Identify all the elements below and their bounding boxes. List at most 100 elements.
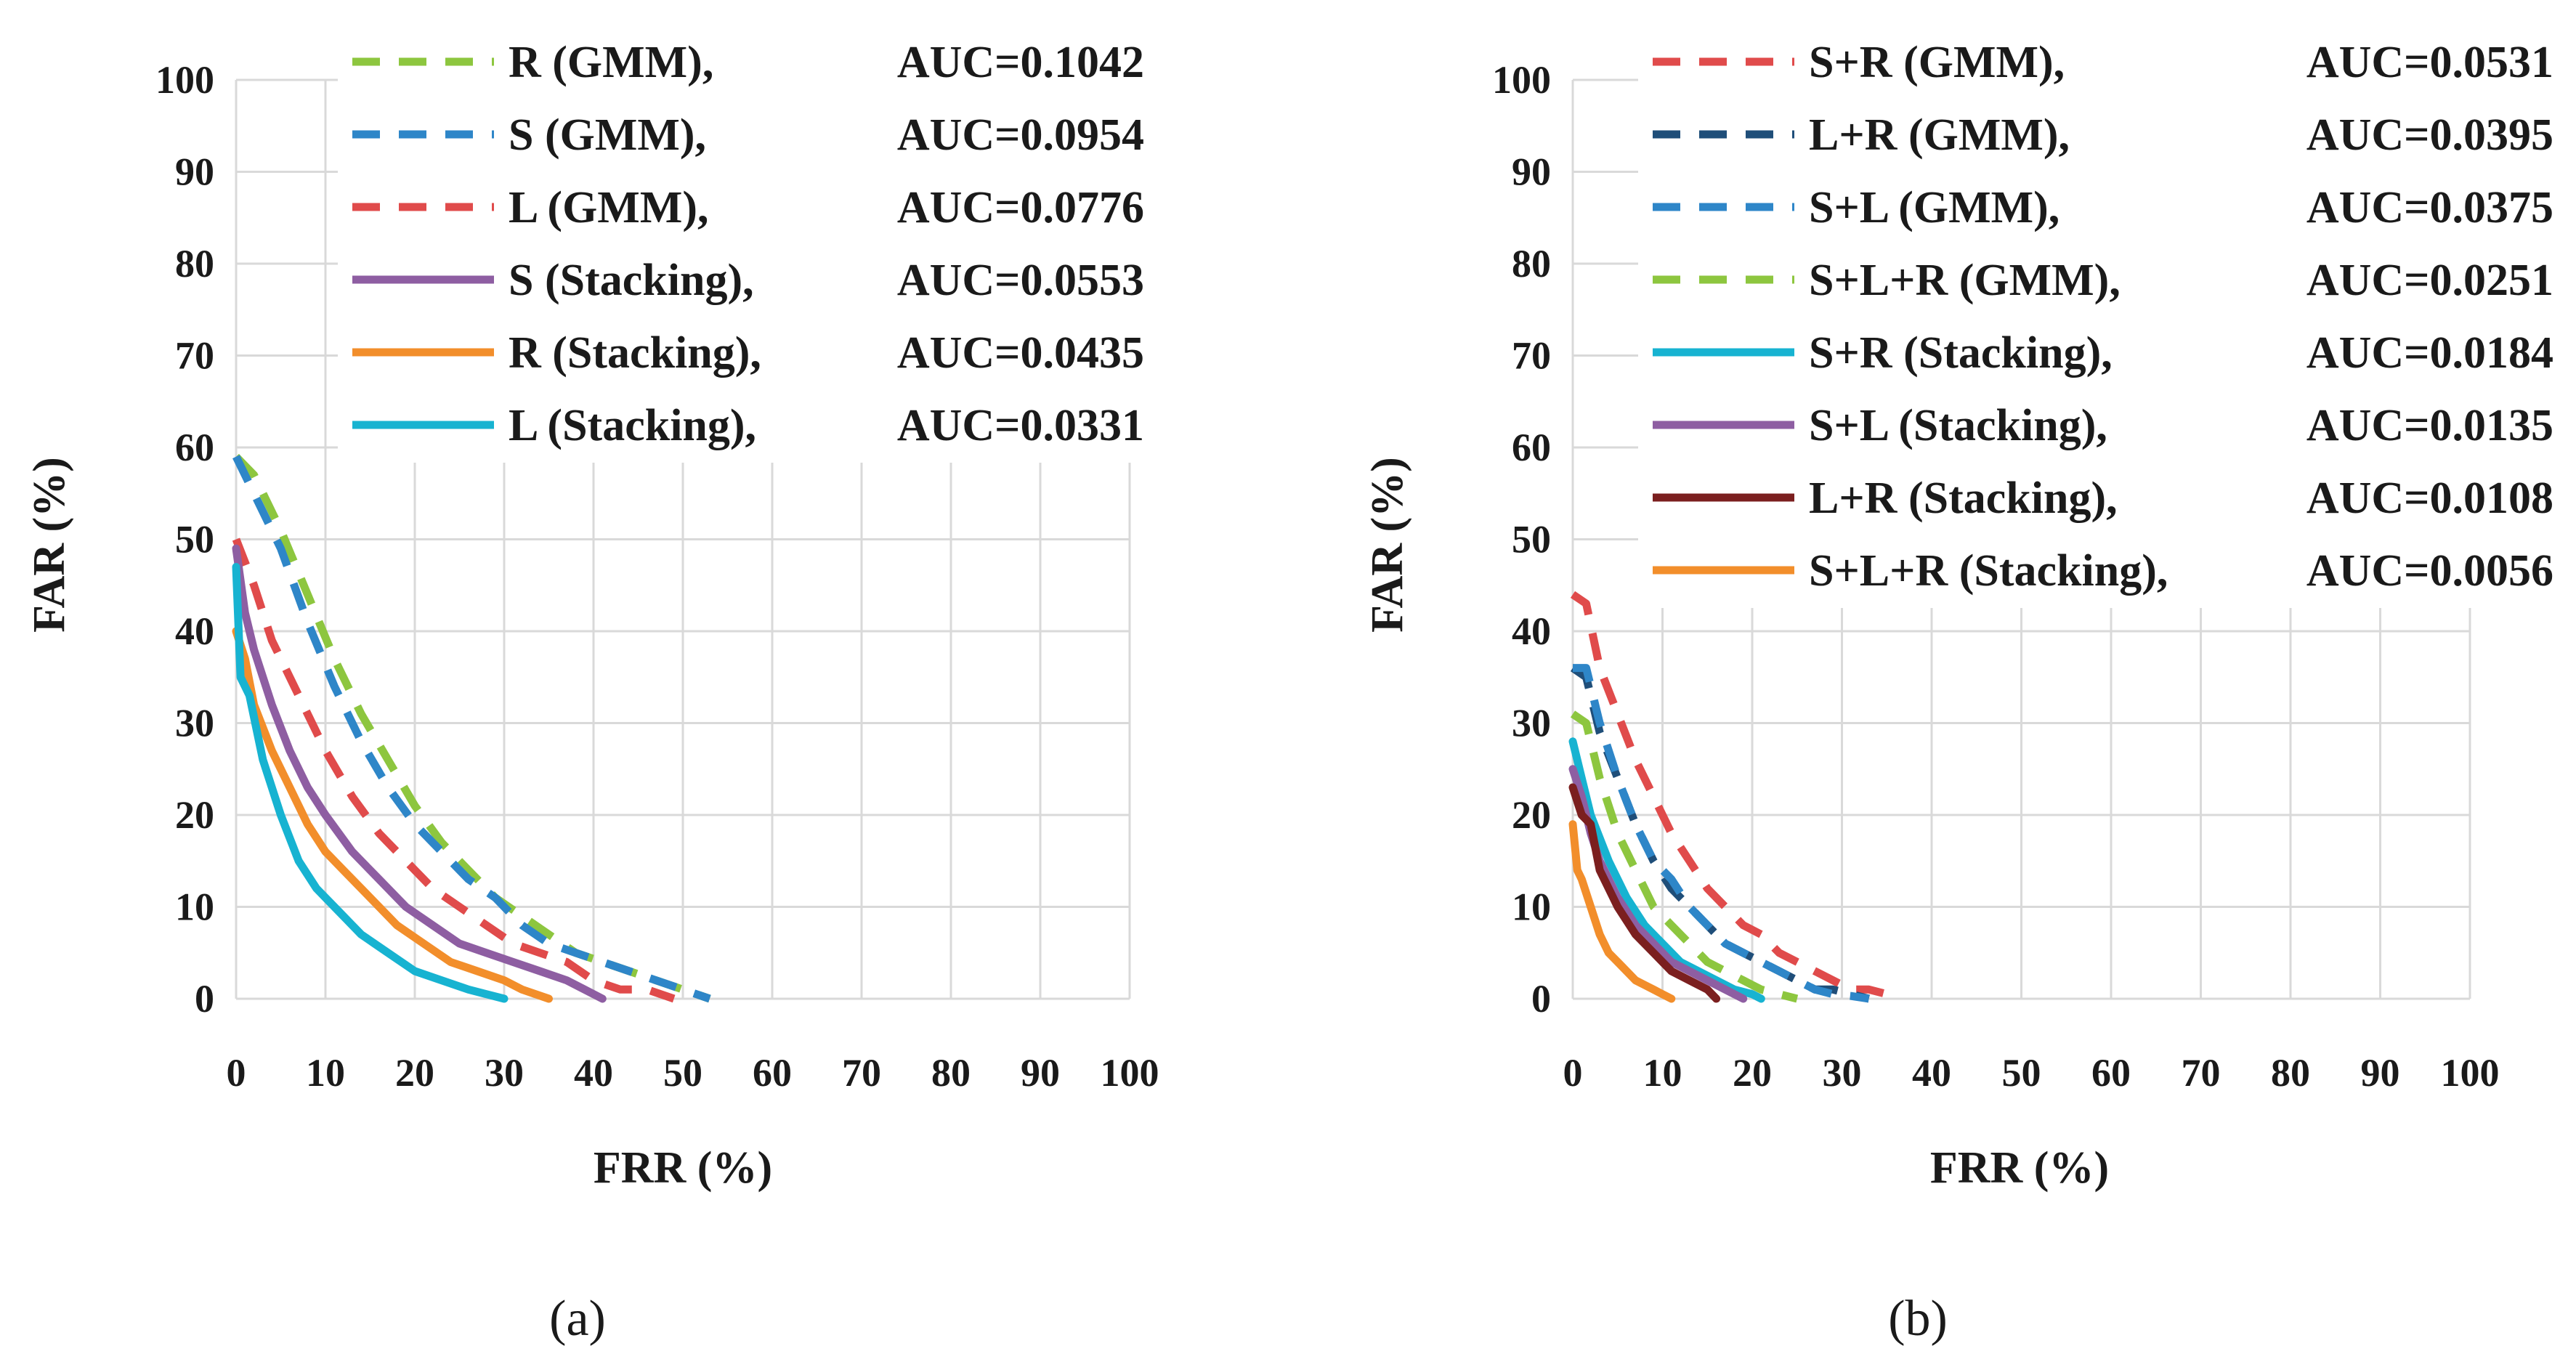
series-line-3 [1570,710,1799,1003]
legend-auc-1: AUC=0.0954 [897,110,1144,160]
x-tick-label: 80 [2271,1051,2310,1095]
legend-label-3: S+L+R (GMM), [1809,256,2121,305]
y-tick-label: 40 [1512,609,1551,653]
series-line-1 [1570,665,1870,1003]
legend-auc-7: AUC=0.0056 [2306,546,2553,596]
axes-a: 0 10 20 30 40 50 60 70 80 90 100 0 10 20 30 40 50 60 70 80 9… [155,58,1159,1095]
series-line-3 [232,544,607,1003]
series-line-4 [232,627,553,1003]
y-tick-label: 90 [1512,150,1551,194]
legend-a: R (GMM), AUC=0.1042 S (GMM), AUC=0.0954 L (G… [338,27,1151,463]
series-line-2 [232,538,676,1003]
legend-auc-6: AUC=0.0108 [2306,474,2553,523]
y-tick-label: 60 [175,426,214,469]
legend-label-4: S+R (Stacking), [1809,328,2113,378]
x-tick-label: 50 [2002,1051,2041,1095]
x-tick-label: 80 [931,1051,971,1095]
legend-auc-2: AUC=0.0776 [897,183,1144,232]
x-tick-label: 60 [753,1051,792,1095]
x-tick-label: 10 [306,1051,345,1095]
y-tick-label: 100 [1492,58,1551,102]
panel-tag-b: (b) [1888,1291,1948,1347]
panel-b: 0 10 20 30 40 50 60 70 80 90 100 0 10 20 30 40 50 60 70 80 9… [1363,27,2561,1347]
y-tick-label: 30 [175,702,214,745]
x-tick-label: 0 [1563,1051,1583,1095]
legend-auc-0: AUC=0.1042 [897,38,1144,87]
y-tick-label: 70 [1512,334,1551,378]
y-tick-label: 20 [175,793,214,837]
x-tick-label: 30 [1823,1051,1862,1095]
y-tick-label: 100 [155,58,214,102]
y-tick-label: 20 [1512,793,1551,837]
x-tick-label: 60 [2091,1051,2131,1095]
series-line-7 [1568,820,1676,1003]
legend-auc-2: AUC=0.0375 [2306,183,2553,232]
x-tick-label: 40 [1912,1051,1951,1095]
legend-label-7: S+L+R (Stacking), [1809,546,2168,596]
legend-bg [338,172,1151,245]
x-tick-label: 20 [395,1051,434,1095]
x-axis-label-b: FRR (%) [1930,1143,2109,1193]
y-tick-label: 90 [175,150,214,194]
y-tick-label: 80 [1512,242,1551,285]
series-b [1568,591,1898,1003]
series-line-0 [1570,591,1898,1002]
legend-bg [1638,27,2561,100]
x-tick-label: 10 [1643,1051,1682,1095]
x-tick-label: 70 [2182,1051,2221,1095]
legend-label-0: R (GMM), [509,38,713,87]
y-tick-label: 0 [195,977,214,1021]
legend-auc-5: AUC=0.0331 [897,401,1144,450]
x-tick-label: 100 [2441,1051,2500,1095]
y-tick-label: 0 [1531,977,1551,1021]
panel-a: 0 10 20 30 40 50 60 70 80 90 100 0 10 20 30 40 50 60 70 80 9… [25,27,1159,1347]
x-tick-label: 100 [1101,1051,1159,1095]
y-tick-label: 60 [1512,426,1551,469]
legend-label-2: L (GMM), [509,183,709,232]
legend-auc-5: AUC=0.0135 [2306,401,2553,450]
legend-label-6: L+R (Stacking), [1809,474,2118,523]
legend-auc-3: AUC=0.0251 [2306,256,2553,305]
x-tick-label: 30 [485,1051,524,1095]
x-tick-label: 70 [842,1051,881,1095]
legend-bg [1638,245,2561,317]
legend-label-0: S+R (GMM), [1809,38,2065,87]
legend-label-4: R (Stacking), [509,328,761,378]
legend-bg [1638,172,2561,245]
legend-auc-4: AUC=0.0435 [897,328,1144,378]
legend-label-1: S (GMM), [509,110,706,160]
legend-label-5: S+L (Stacking), [1809,401,2107,450]
legend-label-3: S (Stacking), [509,256,754,305]
legend-b: S+R (GMM), AUC=0.0531 L+R (GMM), AUC=0.0395… [1638,27,2561,608]
y-tick-label: 70 [175,334,214,378]
series-line-6 [1568,783,1721,1003]
legend-bg [338,27,1151,100]
legend-auc-4: AUC=0.0184 [2306,328,2553,378]
legend-auc-3: AUC=0.0553 [897,256,1144,305]
y-tick-label: 10 [175,885,214,929]
series-line-1 [232,455,711,1003]
x-axis-label-a: FRR (%) [594,1143,772,1193]
y-tick-label: 50 [1512,518,1551,561]
legend-label-5: L (Stacking), [509,401,756,450]
legend-auc-1: AUC=0.0395 [2306,110,2553,160]
y-tick-label: 80 [175,242,214,285]
x-tick-label: 20 [1733,1051,1772,1095]
x-tick-label: 0 [227,1051,246,1095]
panel-tag-a: (a) [549,1291,606,1347]
y-axis-label-a: FAR (%) [25,457,74,633]
series-line-5 [232,563,509,1003]
series-line-0 [233,453,711,1003]
series-a [232,453,711,1003]
x-tick-label: 40 [574,1051,613,1095]
x-tick-label: 90 [2361,1051,2400,1095]
x-tick-label: 90 [1021,1051,1060,1095]
series-line-4 [1568,737,1765,1003]
y-tick-label: 50 [175,518,214,561]
legend-auc-0: AUC=0.0531 [2306,38,2553,87]
series-line-2 [1573,664,1870,1003]
x-tick-label: 50 [663,1051,702,1095]
y-tick-label: 10 [1512,885,1551,929]
legend-bg [1638,100,2561,172]
y-tick-label: 40 [175,609,214,653]
